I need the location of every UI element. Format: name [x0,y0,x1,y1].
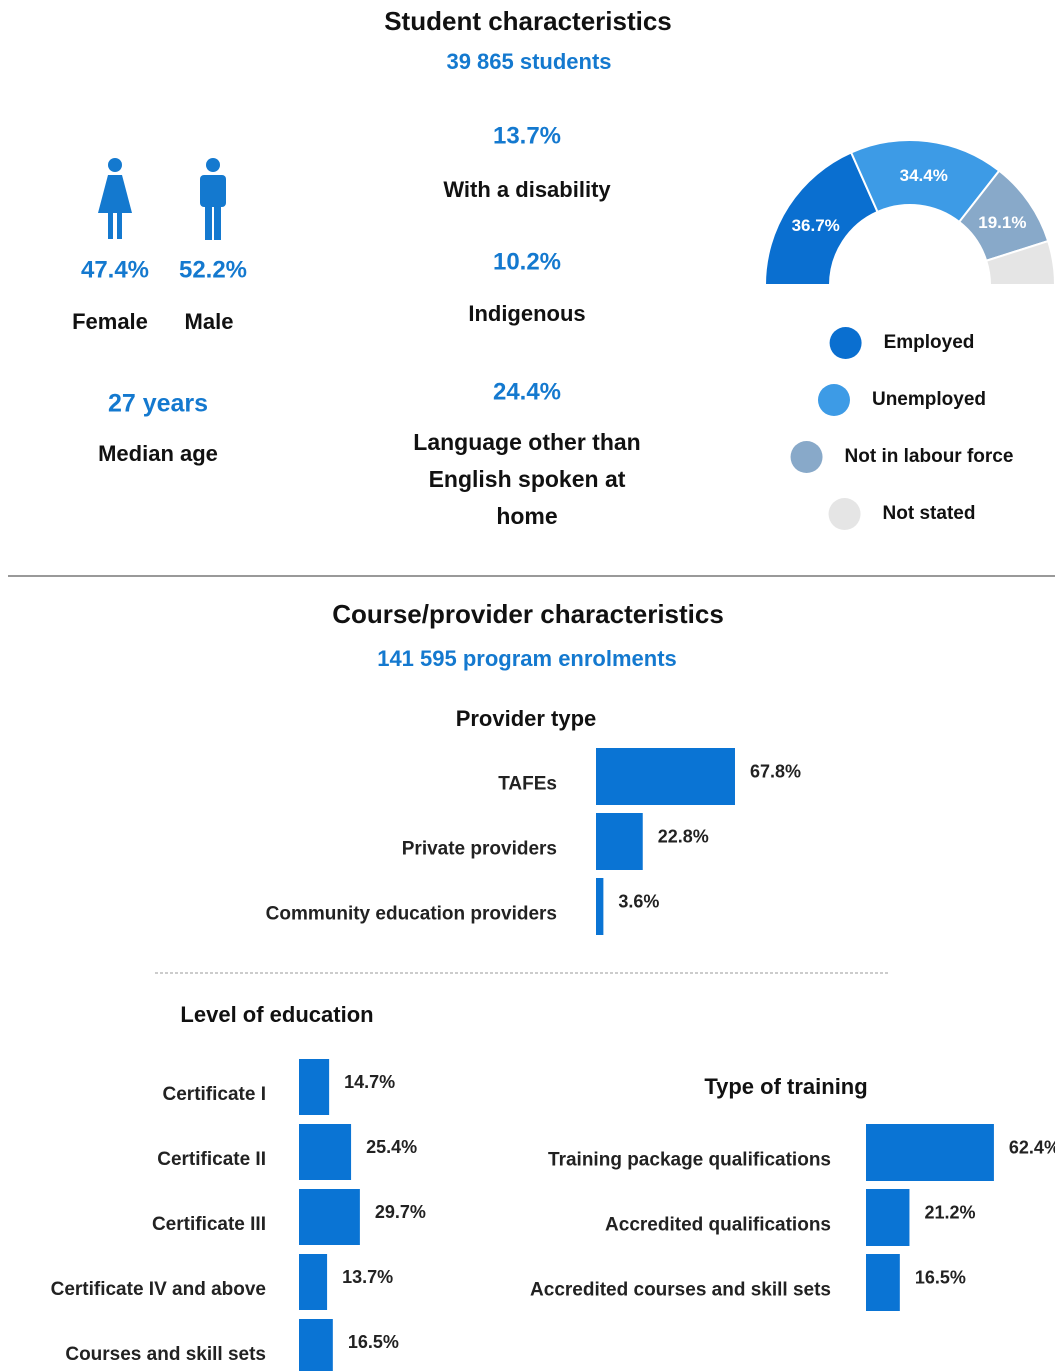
category-label: TAFEs [498,774,557,795]
bar-label: 29.7% [375,1202,426,1222]
stat-label: With a disability [443,177,611,202]
chart-title: Provider type [456,706,597,731]
category-label: Accredited qualifications [605,1215,831,1236]
bar [866,1254,900,1311]
bar [299,1059,330,1115]
bar-label: 67.8% [750,761,801,781]
section-subtitle: 141 595 program enrolments [377,646,677,671]
category-label: Certificate IV and above [51,1279,266,1300]
bar [866,1124,994,1181]
bar [299,1189,360,1245]
category-label: Certificate III [152,1214,266,1235]
bar-label: 3.6% [618,891,659,911]
bar-label: 62.4% [1009,1137,1055,1157]
category-label: Courses and skill sets [65,1344,266,1365]
legend-marker [817,384,850,416]
section-title: Course/provider characteristics [332,599,724,629]
legend-label: Not stated [883,503,976,524]
category-label: Accredited courses and skill sets [530,1280,831,1301]
bar [596,878,604,935]
category-label: Training package qualifications [548,1150,831,1171]
chart-title: Type of training [704,1074,867,1099]
legend-marker [829,327,862,359]
category-label: Certificate I [163,1084,266,1105]
stat-value: 10.2% [493,248,561,275]
bar-label: 14.7% [344,1072,395,1092]
stat-label: Language other than English spoken at ho… [413,429,641,529]
stat-label: Indigenous [468,301,585,326]
category-label: Private providers [402,839,557,860]
bar [596,748,735,805]
donut-label: 34.4% [900,166,948,185]
bar [299,1124,352,1180]
bar-label: 16.5% [915,1267,966,1287]
donut-label: 19.1% [978,213,1026,232]
gender-value: 47.4% [81,256,149,283]
age-value: 27 years [108,390,208,418]
legend-label: Employed [884,332,975,353]
bar-label: 21.2% [924,1202,975,1222]
category-label: Certificate II [157,1149,266,1170]
female-icon [98,158,132,239]
bar [299,1254,328,1310]
section-subtitle: 39 865 students [446,49,611,74]
section-title: Student characteristics [384,6,672,36]
category-label: Community education providers [266,904,557,925]
male-icon [200,158,226,240]
legend-label: Not in labour force [845,446,1014,467]
bar [596,813,643,870]
stat-value: 13.7% [493,122,561,149]
gender-label: Male [185,309,234,334]
bar [299,1319,333,1371]
bar-label: 16.5% [348,1332,399,1352]
donut-segment [984,239,1055,286]
donut-label: 36.7% [792,216,840,235]
bar-label: 25.4% [366,1137,417,1157]
bar [866,1189,910,1246]
gender-label: Female [72,309,148,334]
legend-marker [828,498,861,530]
age-label: Median age [98,441,218,466]
chart-title: Level of education [180,1002,373,1027]
bar-label: 22.8% [658,826,709,846]
stat-value: 24.4% [493,378,561,405]
gender-value: 52.2% [179,256,247,283]
legend-marker [790,441,823,473]
legend-label: Unemployed [872,389,986,410]
bar-label: 13.7% [342,1267,393,1287]
